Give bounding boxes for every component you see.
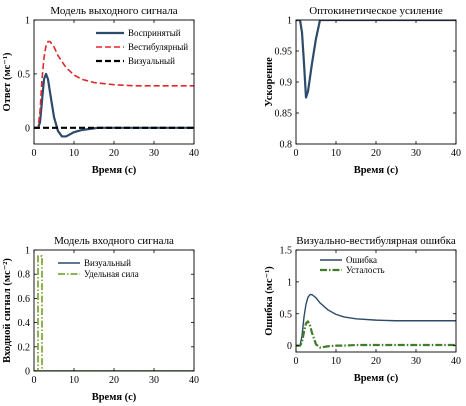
chart-title: Оптокинетическое усиление bbox=[309, 5, 443, 17]
x-tick-label: 40 bbox=[189, 375, 199, 386]
y-axis-label: Ошибка (мс⁻¹) bbox=[264, 266, 275, 336]
series-line-2 bbox=[34, 40, 194, 129]
panel-input-model: 0 10 20 30 40 0 0.2 0.4 0.6 0.8 1 Модель входного с… bbox=[2, 235, 199, 403]
y-axis-label: Ответ (мс⁻¹) bbox=[2, 52, 13, 111]
plot-frame bbox=[33, 19, 195, 145]
y-axis-label: Входной сигнал (мс⁻²) bbox=[2, 258, 13, 363]
x-axis-label: Время (с) bbox=[354, 165, 399, 176]
x-tick-label: 20 bbox=[371, 356, 381, 367]
x-axis-label: Время (с) bbox=[354, 373, 399, 384]
y-tick-label: 0.95 bbox=[275, 47, 293, 58]
panel-output-model: 0 10 20 30 40 0 0.5 1 Модель выходного сигнала Вр… bbox=[2, 5, 199, 176]
plot-frame bbox=[295, 19, 457, 145]
chart-title: Модель входного сигнала bbox=[54, 235, 174, 247]
x-tick-label: 20 bbox=[109, 148, 119, 159]
x-tick-label: 10 bbox=[331, 356, 341, 367]
panel-visual-vestibular-error: 0 10 20 30 40 0 0.5 1 1.5Визуально-вестибулярная… bbox=[264, 235, 461, 384]
y-tick-label: 0.2 bbox=[18, 342, 31, 353]
y-tick-label: 0.6 bbox=[18, 294, 31, 305]
series-line-1 bbox=[296, 293, 456, 347]
series-line-2 bbox=[296, 320, 456, 349]
x-tick-label: 10 bbox=[69, 375, 79, 386]
legend-label-1: Воспринятый bbox=[128, 28, 181, 38]
y-axis-label: Ускорение bbox=[264, 57, 275, 107]
x-tick-label: 0 bbox=[32, 375, 37, 386]
x-tick-label: 40 bbox=[451, 148, 461, 159]
y-tick-label: 0.5 bbox=[18, 69, 31, 80]
y-tick-label: 0.8 bbox=[280, 140, 293, 151]
legend-label-2: Вестибулярный bbox=[128, 42, 188, 52]
y-tick-label: 0 bbox=[25, 123, 30, 134]
legend-label-3: Визуальный bbox=[128, 56, 175, 66]
y-tick-label: 0.4 bbox=[18, 318, 31, 329]
x-tick-label: 10 bbox=[69, 148, 79, 159]
y-tick-label: 1.5 bbox=[280, 246, 293, 257]
x-tick-label: 30 bbox=[149, 375, 159, 386]
x-tick-label: 30 bbox=[149, 148, 159, 159]
y-tick-label: 0.9 bbox=[280, 78, 293, 89]
x-tick-label: 20 bbox=[371, 148, 381, 159]
y-tick-label: 0 bbox=[25, 367, 30, 378]
chart-title: Визуально-вестибулярная ошибка bbox=[296, 235, 456, 247]
x-tick-label: 10 bbox=[331, 148, 341, 159]
y-tick-label: 1 bbox=[287, 277, 292, 288]
x-tick-label: 20 bbox=[109, 375, 119, 386]
legend-label-2: Усталость bbox=[346, 265, 385, 275]
x-tick-label: 30 bbox=[411, 148, 421, 159]
legend-label-1: Ошибка bbox=[346, 255, 377, 265]
y-tick-label: 0 bbox=[287, 341, 292, 352]
y-tick-label: 0.85 bbox=[275, 109, 293, 120]
legend-label-1: Визуальный bbox=[84, 258, 131, 268]
x-tick-label: 40 bbox=[451, 356, 461, 367]
y-tick-label: 1 bbox=[287, 16, 292, 27]
x-tick-label: 30 bbox=[411, 356, 421, 367]
chart-title: Модель выходного сигнала bbox=[50, 5, 177, 17]
y-tick-label: 1 bbox=[25, 16, 30, 27]
x-axis-label: Время (с) bbox=[92, 165, 137, 176]
legend-label-2: Удельная сила bbox=[84, 269, 139, 279]
x-tick-label: 0 bbox=[294, 148, 299, 159]
y-tick-label: 0.5 bbox=[280, 309, 293, 320]
x-tick-label: 40 bbox=[189, 148, 199, 159]
x-tick-label: 0 bbox=[32, 148, 37, 159]
series-line-1 bbox=[296, 20, 456, 99]
y-tick-label: 1 bbox=[25, 246, 30, 257]
x-tick-label: 0 bbox=[294, 356, 299, 367]
y-tick-label: 0.8 bbox=[18, 270, 31, 281]
panel-optokinetic-gain: 0 10 20 30 40 0.8 0.85 0.9 0.95 1 Оптокинетическое… bbox=[264, 5, 461, 176]
x-axis-label: Время (с) bbox=[92, 392, 137, 403]
